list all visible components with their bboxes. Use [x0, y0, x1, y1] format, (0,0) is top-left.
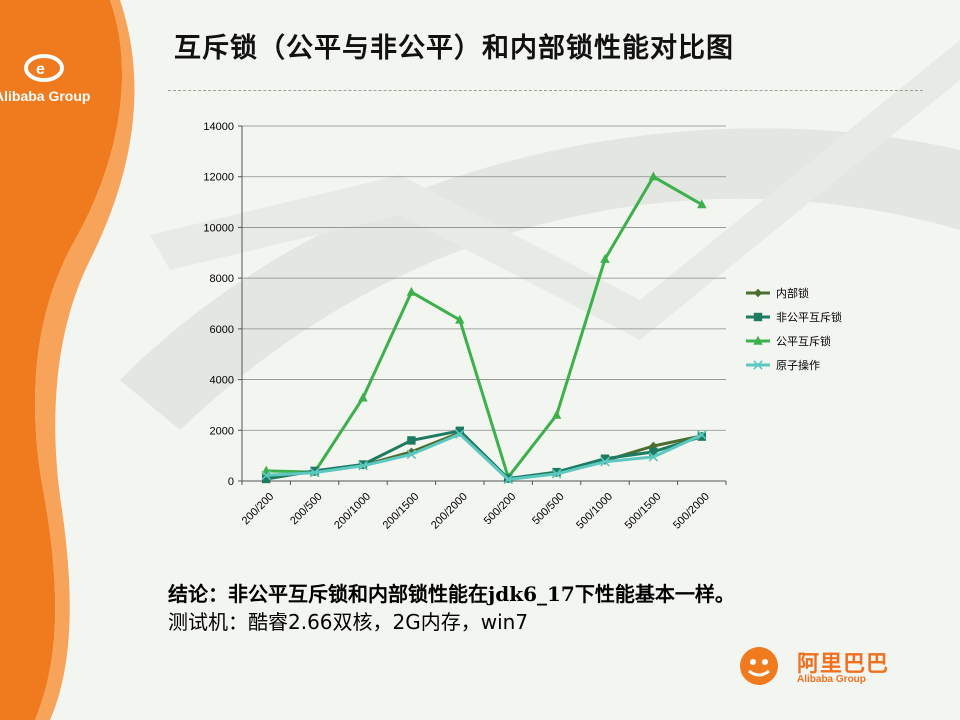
legend-item: 内部锁	[746, 286, 809, 300]
background-zigzag	[150, 40, 960, 340]
legend-label: 内部锁	[776, 286, 809, 300]
alibaba-logo-cn: 阿里巴巴	[797, 652, 890, 677]
data-point	[697, 432, 706, 441]
legend-label: 公平互斥锁	[776, 334, 831, 348]
data-point	[600, 456, 610, 467]
legend-item: 原子操作	[746, 358, 820, 372]
series-line	[266, 175, 703, 479]
x-tick-label: 200/2000	[429, 491, 470, 532]
x-tick-label: 200/1500	[381, 491, 422, 532]
y-tick-label: 14000	[203, 121, 234, 133]
data-point	[406, 286, 417, 296]
legend-marker	[753, 288, 763, 298]
legend-marker	[753, 312, 763, 322]
data-point	[503, 474, 513, 485]
y-tick-label: 4000	[210, 375, 234, 387]
alibaba-face-icon	[740, 647, 778, 685]
legend-marker	[753, 335, 763, 345]
data-point	[310, 466, 319, 476]
legend-label: 非公平互斥锁	[776, 310, 842, 324]
data-point	[600, 454, 610, 463]
line-chart: 0 2000 4000 6000 8000 10000 12000 14000 200/200…	[203, 121, 842, 532]
data-point	[648, 171, 659, 181]
x-axis: 200/200 200/500 200/1000 200/1500 200/2000 50…	[240, 480, 727, 532]
data-point	[648, 452, 659, 462]
y-tick-label: 6000	[210, 324, 234, 336]
alibaba-smile-icon: e	[24, 54, 64, 82]
y-tick-label: 8000	[210, 273, 234, 285]
orange-sidebar-highlight	[35, 0, 135, 720]
data-point	[358, 461, 368, 471]
data-point	[407, 436, 416, 445]
conclusion-text: 结论：非公平互斥锁和内部锁性能在jdk6_17下性能基本一样。	[168, 582, 735, 606]
data-point	[697, 430, 707, 440]
alibaba-logo-text: Alibaba Group	[0, 88, 91, 104]
data-point	[455, 426, 464, 435]
chart-series	[261, 171, 707, 485]
legend-item: 公平互斥锁	[746, 334, 831, 348]
orange-sidebar	[0, 0, 123, 720]
x-tick-label: 500/1500	[623, 491, 664, 532]
data-point	[649, 447, 658, 457]
y-tick-label: 10000	[203, 222, 234, 234]
data-point	[261, 470, 271, 481]
data-point	[262, 474, 271, 484]
data-point	[600, 253, 610, 263]
data-point	[358, 392, 368, 402]
testbed-text: 测试机：酷睿2.66双核，2G内存，win7	[168, 610, 529, 634]
data-point	[406, 449, 417, 460]
legend-item: 非公平互斥锁	[746, 310, 842, 324]
alibaba-logo-top: e Alibaba Group	[0, 50, 120, 110]
x-tick-label: 200/200	[240, 491, 277, 528]
data-point	[697, 199, 707, 209]
data-point	[552, 467, 561, 477]
x-tick-label: 200/1000	[332, 491, 373, 532]
x-tick-label: 500/200	[482, 491, 519, 528]
legend-marker	[753, 360, 763, 370]
data-point	[551, 469, 562, 479]
y-axis: 0 2000 4000 6000 8000 10000 12000 14000	[203, 121, 243, 488]
background-swoosh	[120, 128, 960, 431]
data-point	[551, 409, 562, 419]
x-tick-label: 500/2000	[671, 491, 712, 532]
x-tick-label: 500/500	[530, 491, 567, 528]
data-point	[309, 467, 320, 478]
series-3	[261, 429, 707, 485]
alibaba-logo-en: Alibaba Group	[797, 674, 866, 685]
x-tick-label: 200/500	[288, 491, 325, 528]
series-line	[265, 429, 703, 481]
slide-title: 互斥锁（公平与非公平）和内部锁性能对比图	[174, 33, 734, 64]
svg-text:e: e	[36, 61, 45, 78]
alibaba-logo-bottom: 阿里巴巴 Alibaba Group	[735, 644, 895, 690]
legend-label: 原子操作	[776, 358, 820, 372]
title-divider	[168, 90, 923, 91]
x-tick-label: 500/1000	[574, 491, 615, 532]
data-point	[455, 314, 465, 324]
y-tick-label: 12000	[203, 172, 234, 184]
y-tick-label: 0	[228, 476, 234, 488]
series-2	[261, 171, 707, 481]
data-point	[455, 429, 465, 439]
y-tick-label: 2000	[210, 425, 234, 437]
series-line	[266, 432, 703, 481]
